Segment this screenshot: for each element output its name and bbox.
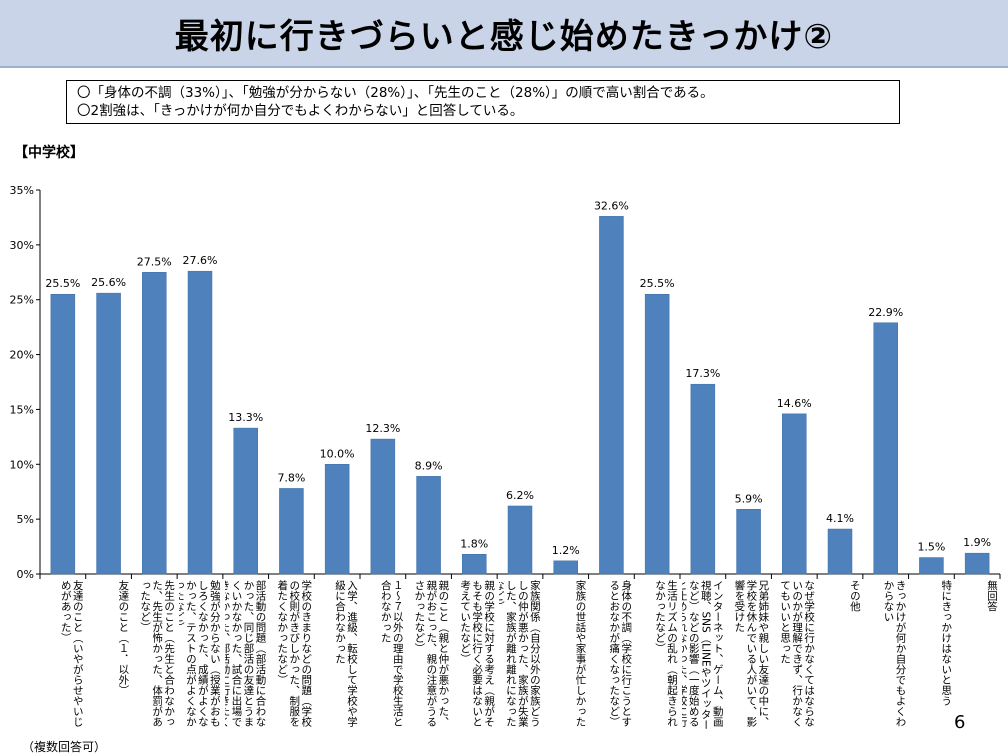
bar — [919, 557, 944, 575]
x-category-label: きっかけが何か自分でもよくわからない — [882, 580, 907, 727]
x-category-label: 親の学校に対する考え（親がそもそも学校に行く必要はないと考えていたなど） — [459, 580, 496, 727]
data-label: 1.2% — [552, 544, 580, 557]
data-label: 1.5% — [917, 541, 945, 554]
bar — [690, 383, 716, 575]
summary-line-1: 〇「身体の不調（33%）」、「勉強が分からない（28%）」、「先生のこと（28%… — [77, 85, 714, 101]
bar — [416, 476, 441, 575]
bar — [279, 488, 304, 575]
bar — [96, 292, 121, 575]
x-category-label: 入学、進級、転校して学校や学級に合わなかった — [333, 580, 358, 727]
data-label: 5.9% — [735, 492, 763, 505]
x-category-label: 部活動の問題（部活動に合わなかった、同じ部活の友達とうまくいかなかった、試合に出… — [225, 580, 267, 727]
note: （複数回答可） — [22, 740, 107, 754]
bar — [599, 216, 624, 575]
x-category-label: 家族の世話や家事が忙しかった — [574, 580, 587, 727]
bar — [50, 293, 76, 575]
data-label: 25.5% — [640, 277, 675, 290]
data-label: 17.3% — [685, 367, 720, 380]
data-label: 12.3% — [365, 422, 400, 435]
data-label: 1.9% — [963, 536, 991, 549]
bar — [827, 528, 853, 575]
bar — [507, 505, 533, 575]
bar — [142, 272, 167, 575]
bar — [873, 322, 898, 575]
data-label: 14.6% — [777, 397, 812, 410]
bar — [462, 554, 487, 575]
x-category-label: 無回答 — [985, 580, 998, 612]
bar — [233, 427, 258, 575]
x-category-label: その他 — [848, 580, 861, 612]
x-category-label: １～７以外の理由で学校生活と合わなかった — [379, 580, 404, 727]
summary-box: 〇「身体の不調（33%）」、「勉強が分からない（28%）」、「先生のこと（28%… — [66, 80, 900, 124]
data-label: 22.9% — [868, 306, 903, 319]
bar — [644, 293, 670, 575]
x-category-label: インターネット、ゲーム、動画視聴、SNS（LINEやツイッターなど）などの影響（… — [682, 580, 724, 730]
x-category-label: 友達のこと（１．以外） — [117, 580, 130, 696]
y-tick-label: 35% — [10, 184, 34, 197]
data-label: 25.6% — [91, 276, 126, 289]
section-label: 【中学校】 — [14, 145, 84, 161]
data-label: 6.2% — [506, 489, 534, 502]
data-label: 10.0% — [320, 447, 355, 460]
data-label: 27.6% — [183, 254, 218, 267]
data-label: 25.5% — [45, 277, 80, 290]
bar — [964, 552, 990, 575]
x-category-label: 身体の不調（学校に行こうとするとおなかが痛くなったなど） — [608, 580, 633, 727]
data-label: 8.9% — [415, 459, 443, 472]
y-tick-label: 30% — [10, 239, 34, 252]
bar — [736, 509, 761, 575]
x-category-label: なぜ学校に行かなくてはならないのかが理解できず、行かなくてもいいと思った — [779, 580, 816, 727]
y-tick-label: 25% — [10, 294, 34, 307]
bar — [782, 413, 807, 575]
y-tick-label: 5% — [17, 513, 34, 526]
page-number: 6 — [954, 712, 966, 733]
y-tick-label: 0% — [17, 568, 34, 581]
x-category-label: 親のこと（親と仲が悪かった、親がおこった、親の注意がうるさかったなど） — [413, 580, 450, 727]
data-label: 4.1% — [826, 512, 854, 525]
x-category-label: 友達のこと（いやがらせやいじめがあった） — [59, 580, 84, 727]
x-category-label: 先生のこと（先生と合わなかった、先生が怖かった、体罰があったなど） — [139, 580, 176, 727]
y-tick-label: 10% — [10, 458, 34, 471]
bar-chart: 0% 5% 10% 15% 20% 25% 30% 35% 25.5% 25.6% 27.5% 27.… — [10, 184, 1001, 581]
summary-line-2: 〇2割強は、「きっかけが何か自分でもよくわからない」と回答している。 — [77, 103, 524, 119]
bar — [370, 438, 396, 575]
bar — [553, 560, 578, 575]
page-title: 最初に行きづらいと感じ始めたきっかけ② — [174, 16, 834, 57]
x-category-label: 家族関係（自分以外の家族どうしの仲が悪かった、家族が失業した、家族が離れ離れにな… — [499, 580, 541, 727]
y-tick-label: 15% — [10, 403, 34, 416]
data-label: 1.8% — [460, 537, 488, 550]
x-category-label: 学校のきまりなどの問題（学校の校則がきびしかった、制服を着たくなかったなど） — [276, 580, 313, 727]
x-category-label: 兄弟姉妹や親しい友達の中に、学校を休んでいる人がいて、影響を受けた — [733, 580, 770, 727]
bar — [324, 464, 350, 575]
data-label: 7.8% — [277, 471, 305, 484]
x-category-label: 勉強が分からない（授業がおもしろくなかった、成績がよくなかった、テストの点がよく… — [179, 580, 221, 727]
data-label: 27.5% — [137, 255, 172, 268]
data-label: 13.3% — [228, 411, 263, 424]
data-label: 32.6% — [594, 199, 629, 212]
x-category-label: 特にきっかけはないと思う — [940, 580, 953, 706]
x-category-label: 生活リズムの乱れ（朝起きられなかったなど） — [653, 580, 678, 727]
title-bar: 最初に行きづらいと感じ始めたきっかけ② — [0, 0, 1008, 68]
y-tick-label: 20% — [10, 349, 34, 362]
bar — [187, 270, 213, 575]
